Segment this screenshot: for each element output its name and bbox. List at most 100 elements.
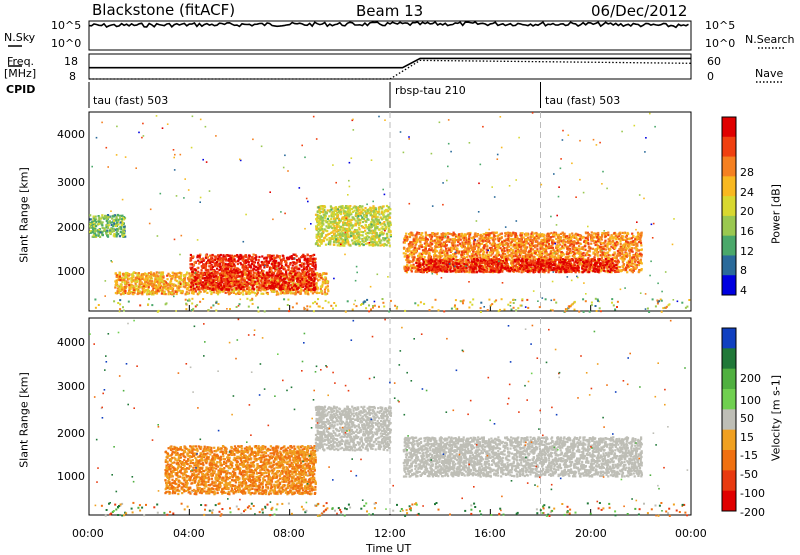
power-cell-2 <box>277 275 279 277</box>
power-cell-2 <box>292 289 294 291</box>
power-cell-3 <box>339 236 341 238</box>
power-cell-2 <box>221 269 223 271</box>
power-cell-3 <box>383 245 385 247</box>
power-cell-1 <box>225 292 227 294</box>
power-cell-1 <box>160 274 162 276</box>
power-cell-2 <box>274 270 276 272</box>
power-cell-1 <box>248 291 250 293</box>
power-cell-2 <box>256 267 258 269</box>
power-cell-3 <box>340 206 342 208</box>
power-cell-3 <box>389 222 391 224</box>
power-cell-1 <box>150 292 152 294</box>
power-cell-1 <box>128 291 130 293</box>
power-cell-2 <box>207 288 209 290</box>
power-cell-2 <box>294 254 296 256</box>
power-cell-2 <box>243 256 245 258</box>
power-cell-2 <box>279 285 281 287</box>
power-cell-3 <box>351 219 353 221</box>
power-cell-3 <box>329 242 331 244</box>
power-cell-1 <box>136 276 138 278</box>
power-cell-2 <box>189 260 191 262</box>
power-cell-1 <box>150 273 152 275</box>
power-cell-1 <box>280 292 282 294</box>
power-cell-2 <box>279 280 281 282</box>
power-cell-1 <box>260 289 262 291</box>
power-cell-2 <box>240 263 242 265</box>
power-cell-2 <box>253 272 255 274</box>
power-cell-0 <box>101 224 103 226</box>
power-cell-3 <box>322 205 324 207</box>
power-cell-2 <box>233 263 235 265</box>
power-cell-2 <box>310 269 312 271</box>
power-cell-1 <box>151 280 153 282</box>
power-cell-3 <box>316 236 318 238</box>
power-cell-3 <box>359 222 361 224</box>
power-cell-0 <box>111 231 113 233</box>
power-cell-2 <box>192 271 194 273</box>
power-cell-1 <box>148 272 150 274</box>
power-cell-1 <box>187 293 189 295</box>
power-cell-3 <box>344 210 346 212</box>
power-cell-3 <box>340 220 342 222</box>
power-cell-3 <box>319 229 321 231</box>
power-cell-3 <box>322 208 324 210</box>
power-cell-2 <box>280 276 282 278</box>
power-cell-1 <box>327 290 329 292</box>
power-cell-3 <box>342 224 344 226</box>
power-cell-3 <box>359 213 361 215</box>
power-cell-1 <box>261 293 263 295</box>
power-cell-3 <box>331 231 333 233</box>
power-cell-0 <box>94 223 96 225</box>
power-cell-2 <box>264 278 266 280</box>
power-cell-3 <box>330 218 332 220</box>
power-cell-2 <box>190 257 192 259</box>
power-cell-2 <box>219 273 221 275</box>
power-cell-1 <box>319 273 321 275</box>
power-cell-0 <box>120 226 122 228</box>
power-cell-2 <box>201 261 203 263</box>
power-cell-2 <box>219 266 221 268</box>
power-cell-2 <box>265 287 267 289</box>
power-cell-1 <box>121 286 123 288</box>
power-cell-2 <box>289 256 291 258</box>
power-cell-2 <box>200 258 202 260</box>
power-cell-4 <box>503 247 505 249</box>
power-cell-0 <box>95 225 97 227</box>
power-cell-3 <box>330 221 332 223</box>
power-cell-1 <box>161 271 163 273</box>
power-cell-3 <box>328 227 330 229</box>
power-cell-1 <box>239 292 241 294</box>
power-cell-3 <box>322 211 324 213</box>
power-cell-3 <box>324 214 326 216</box>
power-cell-2 <box>197 271 199 273</box>
power-cell-1 <box>155 291 157 293</box>
power-cell-0 <box>93 234 95 236</box>
power-cell-4 <box>481 243 483 245</box>
power-cell-2 <box>271 255 273 257</box>
power-cell-3 <box>369 244 371 246</box>
power-cell-2 <box>207 262 209 264</box>
power-cell-2 <box>232 278 234 280</box>
power-cell-3 <box>330 205 332 207</box>
power-cell-2 <box>287 257 289 259</box>
power-cell-2 <box>291 258 293 260</box>
power-cell-2 <box>301 278 303 280</box>
power-cell-1 <box>169 287 171 289</box>
power-cell-3 <box>367 209 369 211</box>
power-cell-3 <box>341 233 343 235</box>
power-cell-3 <box>378 220 380 222</box>
power-cell-3 <box>366 239 368 241</box>
power-cell-2 <box>267 274 269 276</box>
power-cell-2 <box>197 267 199 269</box>
power-cell-1 <box>289 291 291 293</box>
power-cell-0 <box>90 230 92 232</box>
power-cell-2 <box>284 260 286 262</box>
power-cell-2 <box>269 254 271 256</box>
power-cell-2 <box>280 263 282 265</box>
power-cell-3 <box>347 230 349 232</box>
power-cell-2 <box>200 280 202 282</box>
power-cell-2 <box>295 267 297 269</box>
power-cell-2 <box>273 272 275 274</box>
power-cell-0 <box>121 218 123 220</box>
power-cell-3 <box>349 212 351 214</box>
